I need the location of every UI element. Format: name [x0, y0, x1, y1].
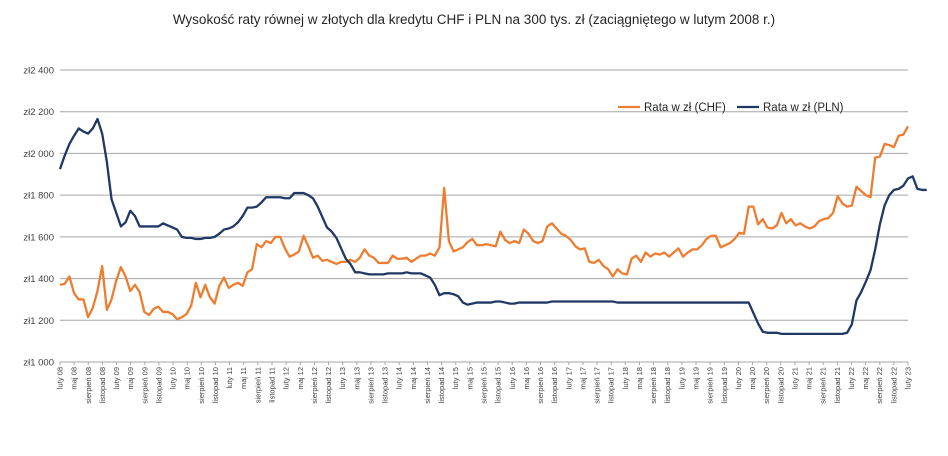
- x-tick-label: listopad 08: [98, 367, 107, 403]
- x-tick-label: sierpień 13: [366, 367, 375, 404]
- x-tick-label: maj 21: [805, 367, 814, 390]
- x-tick-label: luty 23: [904, 367, 913, 389]
- x-tick-label: listopad 11: [268, 367, 277, 403]
- x-tick-label: luty 11: [225, 367, 234, 389]
- x-tick-label: maj 12: [296, 367, 305, 390]
- x-tick-label: listopad 20: [776, 367, 785, 403]
- x-tick-label: sierpień 19: [706, 367, 715, 404]
- x-tick-label: sierpień 22: [875, 367, 884, 404]
- y-axis: zł1 000 zł1 200 zł1 400 zł1 600 zł1 800 zł2 0…: [23, 66, 54, 369]
- x-tick-label: luty 12: [282, 367, 291, 389]
- x-tick-label: sierpień 10: [197, 367, 206, 404]
- y-tick-label: zł1 600: [23, 232, 54, 243]
- pln-line: [58, 117, 927, 335]
- x-tick-label: luty 13: [338, 367, 347, 389]
- x-tick-label: listopad 17: [607, 367, 616, 403]
- x-axis: luty 08 maj 08 sierpień 08 listopad 08 luty …: [56, 362, 913, 404]
- x-tick-label: luty 20: [734, 367, 743, 389]
- x-tick-label: listopad 18: [663, 367, 672, 403]
- x-tick-label: luty 22: [847, 367, 856, 389]
- x-tick-label: luty 17: [564, 367, 573, 389]
- x-tick-label: listopad 19: [720, 367, 729, 403]
- x-tick-label: sierpień 20: [762, 367, 771, 404]
- x-tick-label: sierpień 18: [649, 367, 658, 404]
- x-tick-label: luty 15: [451, 367, 460, 389]
- x-tick-label: maj 20: [748, 367, 757, 390]
- y-tick-label: zł1 200: [23, 316, 54, 327]
- legend: Rata w zł (CHF) Rata w zł (PLN): [618, 102, 844, 114]
- x-tick-label: listopad 22: [889, 367, 898, 403]
- x-tick-label: luty 14: [395, 367, 404, 389]
- x-tick-label: maj 16: [522, 367, 531, 390]
- x-tick-label: listopad 13: [381, 367, 390, 403]
- x-tick-label: luty 18: [621, 367, 630, 389]
- x-tick-label: sierpień 09: [140, 367, 149, 404]
- x-tick-label: sierpień 15: [480, 367, 489, 404]
- y-tick-label: zł1 000: [23, 358, 54, 369]
- x-tick-label: maj 19: [692, 367, 701, 390]
- x-tick-label: maj 17: [578, 367, 587, 390]
- x-tick-label: luty 08: [56, 367, 65, 389]
- x-tick-label: sierpień 12: [310, 367, 319, 404]
- x-tick-label: maj 11: [239, 367, 248, 389]
- x-tick-label: luty 16: [508, 367, 517, 389]
- x-tick-label: maj 09: [126, 367, 135, 390]
- x-tick-label: listopad 21: [833, 367, 842, 403]
- x-tick-label: maj 13: [352, 367, 361, 390]
- x-tick-label: maj 14: [409, 367, 418, 390]
- x-tick-label: listopad 14: [437, 367, 446, 403]
- x-tick-label: listopad 15: [494, 367, 503, 403]
- y-tick-label: zł2 200: [23, 107, 54, 118]
- x-tick-label: sierpień 08: [84, 367, 93, 404]
- x-tick-label: maj 08: [70, 367, 79, 390]
- chf-line: [59, 125, 910, 321]
- x-tick-label: maj 22: [861, 367, 870, 390]
- x-tick-label: sierpień 17: [593, 367, 602, 404]
- x-tick-label: listopad 12: [324, 367, 333, 403]
- x-tick-label: sierpień 14: [423, 367, 432, 404]
- legend-label: Rata w zł (CHF): [644, 102, 726, 114]
- x-tick-label: maj 10: [183, 367, 192, 390]
- x-tick-label: luty 19: [677, 367, 686, 389]
- x-tick-label: maj 15: [465, 367, 474, 390]
- y-tick-label: zł1 800: [23, 191, 54, 202]
- x-tick-label: luty 09: [112, 367, 121, 389]
- x-tick-label: luty 10: [169, 367, 178, 389]
- y-tick-label: zł2 000: [23, 149, 54, 160]
- x-tick-label: maj 18: [635, 367, 644, 390]
- legend-label: Rata w zł (PLN): [763, 102, 844, 114]
- x-tick-label: listopad 09: [154, 367, 163, 403]
- grid: [60, 69, 908, 363]
- chart-title: Wysokość raty równej w złotych dla kredy…: [173, 12, 775, 27]
- x-tick-label: sierpień 16: [536, 367, 545, 404]
- series-lines: [58, 117, 927, 335]
- x-tick-label: listopad 10: [211, 367, 220, 403]
- x-tick-label: listopad 16: [550, 367, 559, 403]
- x-tick-label: luty 21: [790, 367, 799, 389]
- x-tick-label: sierpień 11: [253, 367, 262, 403]
- y-tick-label: zł2 400: [23, 66, 54, 77]
- x-tick-label: sierpień 21: [819, 367, 828, 404]
- y-tick-label: zł1 400: [23, 274, 54, 285]
